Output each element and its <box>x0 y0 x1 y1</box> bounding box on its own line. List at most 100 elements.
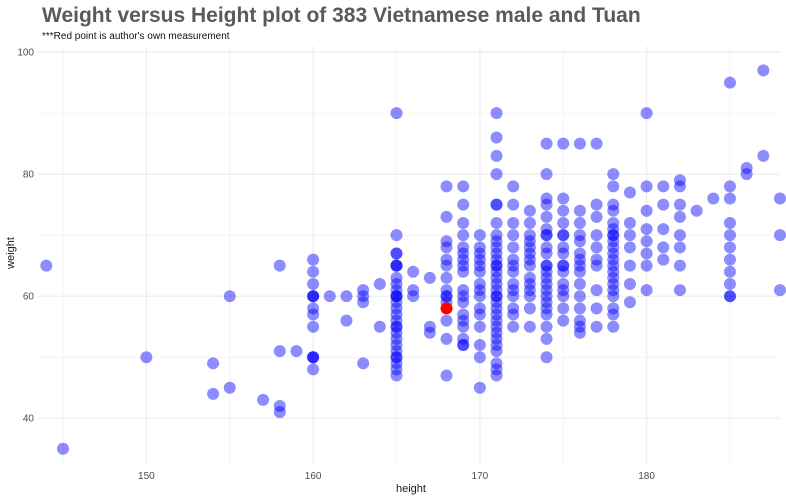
data-point <box>457 180 470 193</box>
data-point <box>723 216 736 229</box>
data-point <box>390 247 403 260</box>
data-point <box>490 198 503 211</box>
data-point <box>507 198 520 211</box>
data-point <box>723 229 736 242</box>
data-point <box>407 290 420 303</box>
data-point <box>390 247 403 260</box>
data-point <box>390 320 403 333</box>
data-point <box>557 137 570 150</box>
data-point <box>490 253 503 266</box>
data-point <box>723 253 736 266</box>
data-point <box>440 271 453 284</box>
data-point <box>390 296 403 309</box>
data-point <box>757 64 770 77</box>
data-point <box>473 229 486 242</box>
data-point <box>623 277 636 290</box>
data-point <box>623 216 636 229</box>
data-point <box>640 284 653 297</box>
data-point <box>723 290 736 303</box>
data-point <box>457 320 470 333</box>
data-point <box>557 229 570 242</box>
data-point <box>607 229 620 242</box>
data-point <box>657 253 670 266</box>
data-point <box>640 204 653 217</box>
data-point <box>273 400 286 413</box>
data-point <box>457 265 470 278</box>
data-point <box>507 216 520 229</box>
data-point <box>607 180 620 193</box>
data-point <box>307 290 320 303</box>
data-point <box>540 271 553 284</box>
data-point <box>623 229 636 242</box>
data-point <box>507 259 520 272</box>
data-point <box>390 290 403 303</box>
data-point <box>673 174 686 187</box>
data-point <box>490 259 503 272</box>
data-point <box>490 290 503 303</box>
data-point <box>640 180 653 193</box>
data-point <box>473 320 486 333</box>
data-point <box>457 308 470 321</box>
data-point <box>357 284 370 297</box>
data-point <box>540 259 553 272</box>
data-point <box>507 241 520 254</box>
data-point <box>607 271 620 284</box>
data-point <box>440 235 453 248</box>
data-point <box>323 290 336 303</box>
data-point <box>623 186 636 199</box>
data-point <box>774 229 786 242</box>
data-point <box>607 204 620 217</box>
data-point <box>540 290 553 303</box>
data-point <box>540 277 553 290</box>
data-point <box>557 259 570 272</box>
data-point <box>407 284 420 297</box>
data-point <box>557 204 570 217</box>
data-point <box>657 223 670 236</box>
data-point <box>440 332 453 345</box>
data-point <box>740 162 753 175</box>
data-point <box>673 198 686 211</box>
data-point <box>557 247 570 260</box>
data-point <box>490 302 503 315</box>
data-point <box>740 168 753 181</box>
data-point <box>640 107 653 120</box>
data-point <box>607 320 620 333</box>
data-point <box>557 277 570 290</box>
data-point <box>540 229 553 242</box>
data-point <box>607 168 620 181</box>
data-point <box>507 320 520 333</box>
data-point <box>507 290 520 303</box>
data-point <box>373 320 386 333</box>
data-point <box>540 302 553 315</box>
data-point <box>607 253 620 266</box>
data-point <box>507 229 520 242</box>
data-point <box>723 241 736 254</box>
data-point <box>657 198 670 211</box>
data-point <box>490 259 503 272</box>
data-point <box>507 265 520 278</box>
data-point <box>423 320 436 333</box>
data-point <box>523 253 536 266</box>
data-point <box>673 241 686 254</box>
data-point <box>573 314 586 327</box>
data-point <box>440 253 453 266</box>
data-point <box>523 277 536 290</box>
data-point <box>490 235 503 248</box>
data-point <box>423 326 436 339</box>
data-point <box>540 229 553 242</box>
data-point <box>373 277 386 290</box>
data-point <box>757 149 770 162</box>
data-point <box>490 332 503 345</box>
data-point <box>523 290 536 303</box>
data-point <box>723 76 736 89</box>
data-point <box>557 259 570 272</box>
data-point <box>573 290 586 303</box>
data-point <box>607 265 620 278</box>
data-point <box>457 198 470 211</box>
data-point <box>640 235 653 248</box>
data-point <box>657 241 670 254</box>
data-point <box>40 259 53 272</box>
data-point <box>390 308 403 321</box>
data-point <box>357 296 370 309</box>
data-point <box>473 308 486 321</box>
